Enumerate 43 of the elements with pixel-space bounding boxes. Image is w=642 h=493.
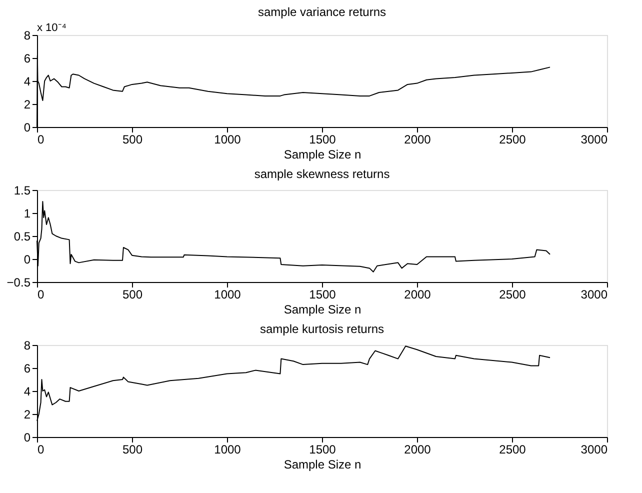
x-tick-label: 0 [38, 132, 44, 146]
x-tick-label: 1500 [309, 442, 336, 456]
y-tick-label: 0 [24, 120, 31, 134]
y-tick-label: 0 [24, 252, 31, 266]
x-axis-title: Sample Size n [284, 458, 362, 472]
y-tick-label: 6 [24, 362, 31, 376]
x-tick-label: 2500 [499, 288, 526, 302]
x-tick-label: 500 [122, 288, 143, 302]
x-tick-label: 1000 [214, 288, 242, 302]
y-tick-label: 1.5 [14, 184, 31, 198]
x-tick-label: 2000 [404, 132, 432, 146]
y-tick-label: 1 [24, 206, 31, 220]
y-tick-label: 8 [24, 338, 31, 352]
chart-title: sample skewness returns [254, 167, 390, 181]
text: x 10⁻⁴ [37, 22, 67, 34]
x-tick-label: 2000 [404, 442, 432, 456]
x-tick-label: 3000 [580, 132, 608, 146]
x-tick-label: 1000 [214, 442, 242, 456]
x-tick-label: 1500 [309, 132, 336, 146]
x-tick-label: 1000 [214, 132, 242, 146]
y-tick-label: 0.5 [14, 230, 31, 244]
chart-title: sample variance returns [258, 5, 386, 19]
x-tick-label: 500 [122, 132, 143, 146]
x-tick-label: 0 [38, 288, 44, 302]
y-tick-label: 6 [24, 52, 31, 66]
x-axis-title: Sample Size n [284, 148, 362, 162]
y-tick-label: 4 [24, 384, 31, 398]
y-tick-label: −0.5 [6, 276, 31, 290]
y-tick-label: 4 [24, 74, 31, 88]
x-axis-title: Sample Size n [284, 302, 362, 316]
x-tick-label: 0 [38, 442, 44, 456]
y-tick-label: 8 [24, 28, 31, 42]
chart-title: sample kurtosis returns [260, 322, 384, 336]
y-tick-label: 2 [24, 408, 31, 422]
x-tick-label: 3000 [580, 288, 608, 302]
x-tick-label: 2500 [499, 132, 526, 146]
y-tick-label: 2 [24, 98, 31, 112]
x-tick-label: 3000 [580, 442, 608, 456]
y-tick-label: 0 [24, 430, 31, 444]
x-tick-label: 500 [122, 442, 143, 456]
x-tick-label: 2500 [499, 442, 526, 456]
x-tick-label: 2000 [404, 288, 432, 302]
x-tick-label: 1500 [309, 288, 336, 302]
